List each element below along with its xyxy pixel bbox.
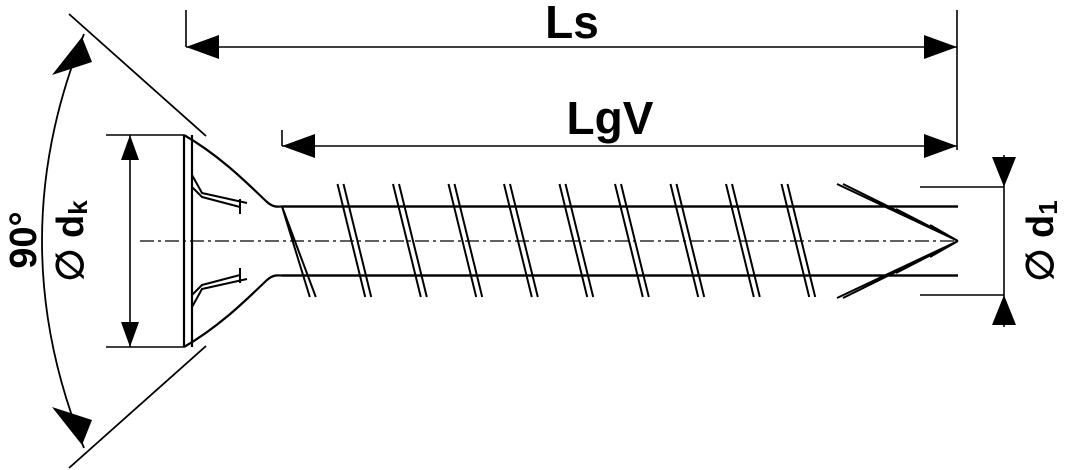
svg-text:∅ d1: ∅ d1: [1020, 200, 1063, 281]
svg-text:LgV: LgV: [567, 92, 654, 144]
svg-text:∅ dk: ∅ dk: [50, 200, 93, 282]
svg-text:90°: 90°: [3, 211, 45, 268]
svg-text:Ls: Ls: [545, 0, 599, 48]
